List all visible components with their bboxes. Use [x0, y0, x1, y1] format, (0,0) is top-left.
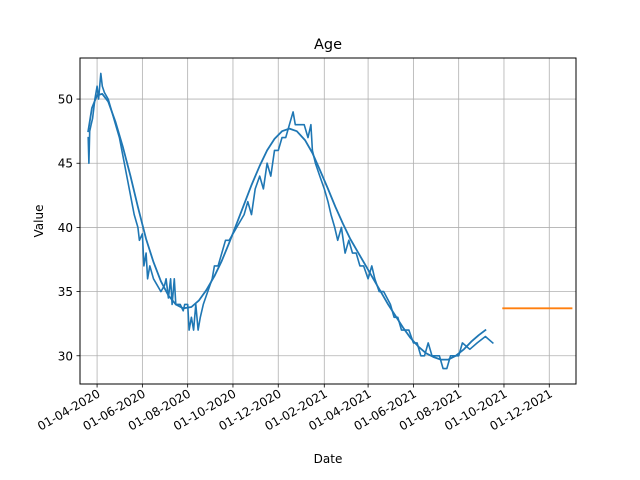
y-axis-label: Value [32, 205, 46, 238]
y-tick-label: 40 [58, 221, 73, 235]
y-tick-label: 45 [58, 157, 73, 171]
grid-lines [80, 58, 576, 384]
trend-series-line [87, 93, 487, 361]
chart-title: Age [314, 37, 342, 53]
y-tick-label: 30 [58, 349, 73, 363]
y-tick-label: 35 [58, 285, 73, 299]
x-axis-label: Date [314, 452, 343, 466]
y-tick-label: 50 [58, 93, 73, 107]
data-series [87, 72, 573, 370]
y-axis-ticks: 30 35 40 45 50 [58, 93, 80, 363]
plot-frame [79, 57, 577, 385]
observed-series-line [87, 72, 494, 370]
